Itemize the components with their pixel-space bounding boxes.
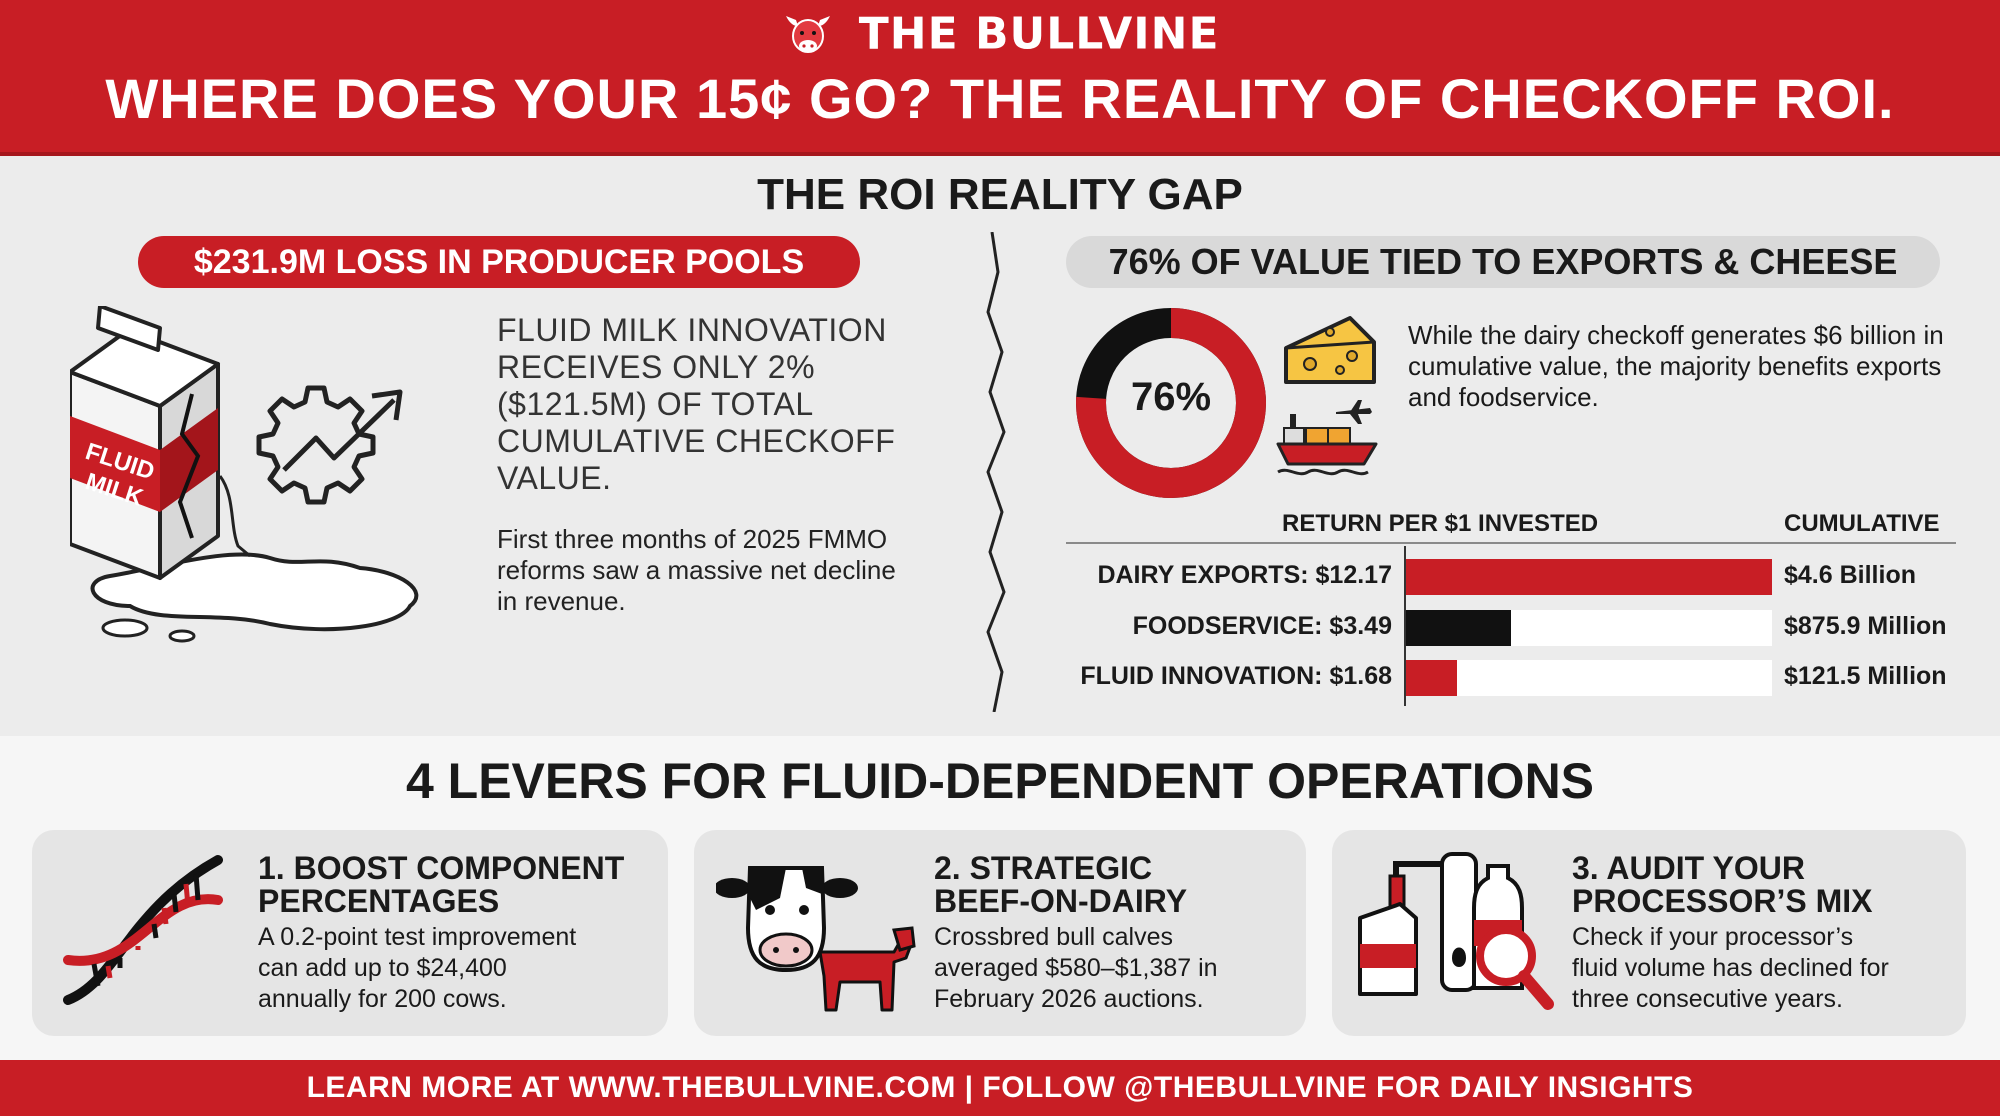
- footer-banner: LEARN MORE AT WWW.THEBULLVINE.COM | FOLL…: [0, 1060, 2000, 1116]
- lever-2-text-line-2: averaged $580–$1,387 in: [934, 954, 1218, 982]
- roi-header-return: RETURN PER $1 INVESTED: [1282, 510, 1599, 537]
- lever-1-title-line-1: 1. BOOST COMPONENT: [258, 850, 625, 886]
- lever-3-title-line-1: 3. AUDIT YOUR: [1572, 850, 1805, 886]
- roi-cumulative-foodservice: $875.9 Million: [1784, 612, 1947, 640]
- dna-helix-icon: [63, 855, 223, 1005]
- bull-logo-icon: [786, 16, 831, 53]
- lever-1-text-line-3: annually for 200 cows.: [258, 985, 507, 1013]
- donut-arc-exports-cheese: [1076, 308, 1266, 498]
- roi-bar-fluid-innovation: [1406, 660, 1457, 696]
- lever-1-text: A 0.2-point test improvement can add up …: [258, 922, 576, 1015]
- header-banner: THE BULLVINE WHERE DOES YOUR 15¢ GO? THE…: [0, 0, 2000, 156]
- roi-label-dairy-exports: DAIRY EXPORTS: $12.17: [1097, 561, 1392, 589]
- lever-1-text-line-2: can add up to $24,400: [258, 954, 507, 982]
- airplane-icon: [1336, 400, 1372, 424]
- levers-title: 4 LEVERS FOR FLUID-DEPENDENT OPERATIONS: [405, 753, 1595, 809]
- roi-bar-foodservice: [1406, 610, 1511, 646]
- fluid-innovation-headline: FLUID MILK INNOVATION RECEIVES ONLY 2% (…: [497, 312, 896, 496]
- brand: THE BULLVINE: [0, 6, 2000, 62]
- roi-track-dairy-exports: [1406, 559, 1772, 595]
- cheese-icon: [1284, 316, 1376, 384]
- gear-growth-arrow-icon: [256, 385, 403, 505]
- lever-2-title: 2. STRATEGIC BEEF-ON-DAIRY: [934, 852, 1187, 918]
- lever-3-text-line-2: fluid volume has declined for: [1572, 954, 1889, 982]
- value-share-badge: 76% OF VALUE TIED TO EXPORTS & CHEESE: [1066, 236, 1940, 288]
- lever-3-text-line-3: three consecutive years.: [1572, 985, 1843, 1013]
- zigzag-divider: [986, 232, 1006, 712]
- lever-2-title-line-2: BEEF-ON-DAIRY: [934, 883, 1188, 919]
- lever-3-text: Check if your processor’s fluid volume h…: [1572, 922, 1889, 1015]
- donut-label: 76%: [1130, 375, 1212, 419]
- page-title: WHERE DOES YOUR 15¢ GO? THE REALITY OF C…: [105, 67, 1895, 130]
- lever-3-text-line-1: Check if your processor’s: [1572, 923, 1854, 951]
- lever-2-text-line-3: February 2026 auctions.: [934, 985, 1204, 1013]
- roi-label-fluid-innovation: FLUID INNOVATION: $1.68: [1080, 662, 1392, 690]
- value-share-donut: [1076, 308, 1266, 498]
- lever-2-text: Crossbred bull calves averaged $580–$1,3…: [934, 922, 1218, 1015]
- lever-1-text-line-1: A 0.2-point test improvement: [258, 923, 577, 951]
- lever-1-title: 1. BOOST COMPONENT PERCENTAGES: [258, 852, 624, 918]
- roi-gap-title: THE ROI REALITY GAP: [757, 170, 1243, 219]
- roi-track-fluid-innovation: [1406, 660, 1772, 696]
- cow-and-calf-icon: [716, 866, 916, 1012]
- lever-2-title-line-1: 2. STRATEGIC: [934, 850, 1153, 886]
- cargo-ship-icon: [1276, 414, 1378, 476]
- roi-cumulative-fluid-innovation: $121.5 Million: [1784, 662, 1947, 690]
- lever-1-title-line-2: PERCENTAGES: [258, 883, 500, 919]
- brand-name: THE BULLVINE: [858, 8, 1220, 60]
- lever-3-title: 3. AUDIT YOUR PROCESSOR’S MIX: [1572, 852, 1873, 918]
- fmmo-reform-note: First three months of 2025 FMMO reforms …: [497, 524, 896, 616]
- roi-chart-axis: [1404, 546, 1406, 706]
- roi-cumulative-dairy-exports: $4.6 Billion: [1784, 561, 1916, 589]
- processor-magnifier-icon: [1358, 852, 1554, 1010]
- roi-bar-dairy-exports: [1406, 559, 1772, 595]
- roi-label-foodservice: FOODSERVICE: $3.49: [1132, 612, 1392, 640]
- lever-2-text-line-1: Crossbred bull calves: [934, 923, 1173, 951]
- checkoff-value-description: While the dairy checkoff generates $6 bi…: [1408, 320, 1944, 412]
- roi-track-foodservice: [1406, 610, 1772, 646]
- lever-3-title-line-2: PROCESSOR’S MIX: [1572, 883, 1873, 919]
- roi-header-cumulative: CUMULATIVE: [1784, 510, 1940, 537]
- spilled-milk-carton-icon: FLUID MILK: [70, 306, 419, 643]
- loss-badge: $231.9M LOSS IN PRODUCER POOLS: [138, 236, 860, 288]
- roi-header-rule: [1066, 542, 1956, 544]
